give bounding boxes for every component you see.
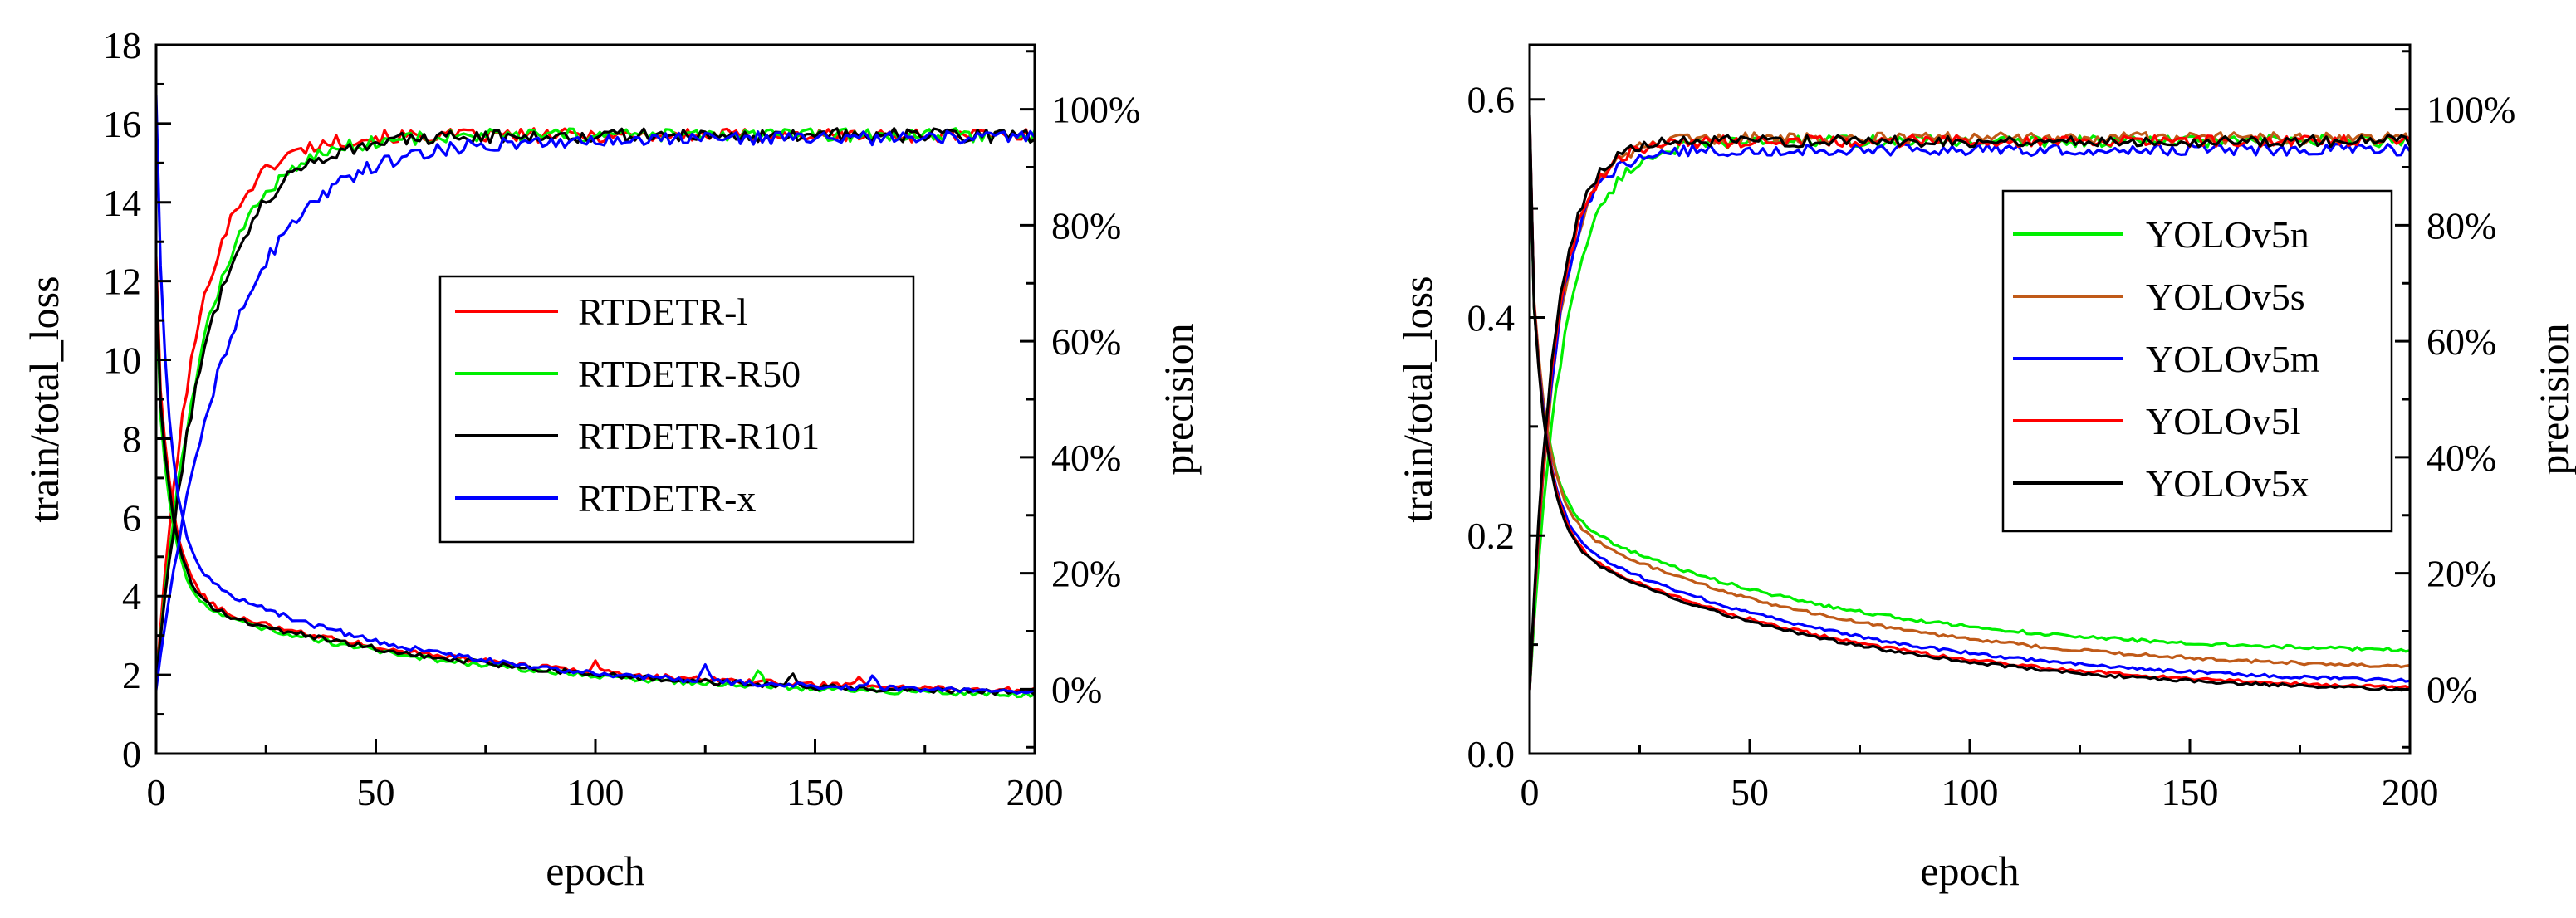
legend: RTDETR-l RTDETR-R50 RTDETR-R101 RTDETR-x <box>438 275 915 544</box>
loss-line-rtdetr-x <box>156 95 1035 695</box>
right-y-tick-label: 20% <box>1051 553 1121 595</box>
chart-panel-2: 0 50 100 150 200 0.0 0.2 0.4 0.6 0% 20% 40% 60% 80% 10… <box>1394 43 2576 894</box>
legend-label: YOLOv5m <box>2146 338 2320 380</box>
right-y-tick-label: 40% <box>2427 437 2496 479</box>
y-tick-label: 0.2 <box>1467 515 1516 557</box>
x-axis-label: epoch <box>1920 847 2019 894</box>
right-y-tick-label: 80% <box>2427 204 2496 247</box>
y-tick-label: 0 <box>122 733 141 775</box>
right-y-tick-label: 20% <box>2427 553 2496 595</box>
y-tick-label: 16 <box>103 103 141 145</box>
x-tick-label: 150 <box>786 771 844 813</box>
y-tick-label: 0.6 <box>1467 79 1516 121</box>
loss-line-yolov5x <box>1530 115 2410 692</box>
y-axis-label: train/total_loss <box>1394 276 1441 522</box>
x-tick-label: 0 <box>1521 771 1540 813</box>
precision-line-yolov5s <box>1530 131 2410 691</box>
legend-label: RTDETR-R101 <box>578 415 820 457</box>
loss-line-yolov5s <box>1530 125 2410 669</box>
right-y-tick-label: 40% <box>1051 437 1121 479</box>
precision-line-rtdetr-r50 <box>156 127 1035 685</box>
x-tick-label: 50 <box>1731 771 1769 813</box>
legend-label: YOLOv5n <box>2146 213 2309 256</box>
right-y-axis-label: precision <box>2530 323 2576 475</box>
y-tick-label: 0.4 <box>1467 296 1516 339</box>
chart-panel-1: 0 50 100 150 200 0 2 4 6 8 10 12 14 16 18 0% 20% 40% 60% 80… <box>21 24 1202 894</box>
loss-line-rtdetr-r50 <box>156 280 1035 699</box>
x-tick-label: 100 <box>567 771 624 813</box>
x-tick-label: 150 <box>2162 771 2219 813</box>
legend-label: RTDETR-x <box>578 477 756 520</box>
series-lines <box>156 95 1035 699</box>
precision-line-yolov5x <box>1530 134 2410 691</box>
right-y-tick-label: 0% <box>2427 668 2477 710</box>
legend-box <box>2001 189 2393 533</box>
right-y-tick-label: 0% <box>1051 668 1102 710</box>
y-axis-label: train/total_loss <box>21 276 67 522</box>
y-tick-label: 6 <box>122 496 141 539</box>
right-y-tick-label: 60% <box>1051 320 1121 363</box>
legend-label: RTDETR-l <box>578 291 747 333</box>
loss-line-yolov5m <box>1530 120 2410 683</box>
x-tick-label: 50 <box>357 771 395 813</box>
right-y-tick-label: 100% <box>2427 89 2515 131</box>
right-y-axis-label: precision <box>1155 323 1202 475</box>
series-lines <box>1530 115 2410 692</box>
legend-label: YOLOv5l <box>2146 400 2301 442</box>
y-tick-label: 18 <box>103 24 141 66</box>
y-tick-label: 2 <box>122 654 141 696</box>
x-tick-label: 100 <box>1942 771 1999 813</box>
y-tick-label: 8 <box>122 417 141 460</box>
precision-line-rtdetr-x <box>156 129 1035 691</box>
right-y-tick-label: 100% <box>1051 89 1140 131</box>
legend-label: YOLOv5x <box>2146 462 2309 505</box>
legend-label: RTDETR-R50 <box>578 353 801 395</box>
x-axis-label: epoch <box>546 847 644 894</box>
y-tick-label: 14 <box>103 182 141 224</box>
x-tick-label: 0 <box>147 771 166 813</box>
right-y-tick-label: 60% <box>2427 320 2496 363</box>
x-tick-label: 200 <box>2382 771 2439 813</box>
y-tick-label: 10 <box>103 339 141 382</box>
legend-label: YOLOv5s <box>2146 276 2305 318</box>
y-tick-label: 4 <box>122 575 141 618</box>
loss-line-yolov5n <box>1530 131 2410 653</box>
x-tick-label: 200 <box>1006 771 1064 813</box>
y-tick-label: 0.0 <box>1467 733 1516 775</box>
legend: YOLOv5n YOLOv5s YOLOv5m YOLOv5l YOLOv5x <box>2001 189 2393 533</box>
right-y-tick-label: 80% <box>1051 204 1121 247</box>
y-tick-label: 12 <box>103 261 141 303</box>
